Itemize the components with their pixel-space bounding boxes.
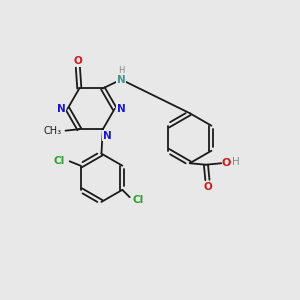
Text: N: N bbox=[117, 74, 125, 85]
Text: N: N bbox=[117, 104, 125, 114]
Text: CH₃: CH₃ bbox=[44, 126, 62, 136]
Text: H: H bbox=[118, 66, 124, 75]
Text: O: O bbox=[203, 182, 212, 191]
Text: N: N bbox=[103, 131, 112, 141]
Text: Cl: Cl bbox=[133, 195, 144, 205]
Text: H: H bbox=[232, 158, 240, 167]
Text: O: O bbox=[74, 56, 82, 66]
Text: Cl: Cl bbox=[53, 156, 64, 166]
Text: O: O bbox=[222, 158, 231, 168]
Text: N: N bbox=[57, 104, 65, 114]
